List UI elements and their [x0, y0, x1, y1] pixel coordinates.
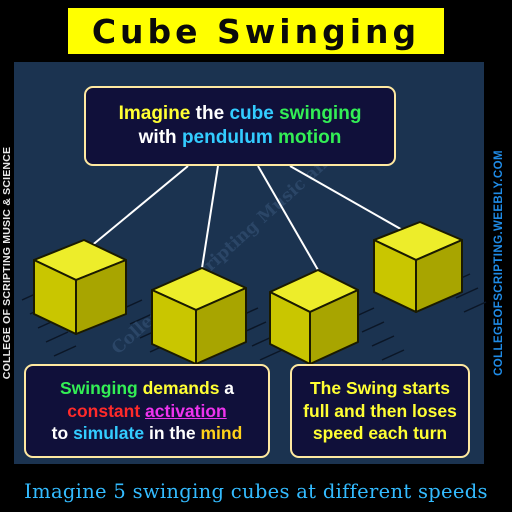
word-motion: motion — [278, 127, 342, 148]
word-the: the — [195, 102, 225, 124]
word-in-the: in the — [148, 423, 196, 444]
string-3 — [257, 165, 319, 271]
word-cube: cube — [229, 102, 274, 124]
title-banner: Cube Swinging — [68, 8, 444, 54]
word-swinging-2: Swinging — [59, 378, 138, 399]
word-swinging: swinging — [279, 102, 362, 124]
string-4 — [289, 165, 421, 241]
callout-speed-text: The Swing starts full and then loses spe… — [303, 377, 457, 444]
string-2 — [201, 165, 219, 269]
callout-speed: The Swing starts full and then loses spe… — [290, 364, 470, 458]
word-a: a — [224, 378, 235, 399]
speed-line-1: The Swing starts — [309, 378, 450, 399]
speed-line-2: full and then loses — [303, 400, 457, 421]
word-to: to — [51, 423, 69, 444]
word-with: with — [138, 127, 177, 148]
word-mind: mind — [200, 423, 243, 444]
word-demands: demands — [142, 378, 220, 399]
speed-line-3: speed each turn — [312, 423, 448, 444]
cube-3-side — [309, 289, 359, 365]
footer-text: Imagine 5 swinging cubes at different sp… — [24, 479, 488, 503]
cube-2 — [151, 267, 247, 365]
callout-pendulum-text: Imagine the cube swinging with pendulum … — [119, 102, 362, 151]
word-pendulum: pendulum — [181, 127, 273, 148]
word-imagine: Imagine — [118, 102, 191, 124]
cube-4-side — [415, 239, 463, 313]
cube-4 — [373, 221, 463, 313]
callout-pendulum: Imagine the cube swinging with pendulum … — [84, 86, 396, 166]
cube-3 — [269, 269, 359, 365]
callout-activation-text: Swinging demands a constant activation t… — [52, 377, 243, 444]
word-simulate: simulate — [73, 423, 145, 444]
string-1 — [83, 165, 189, 253]
cube-1-side — [75, 259, 127, 335]
word-constant: constant — [67, 400, 141, 421]
word-activation: activation — [145, 400, 227, 421]
pendulum-strings — [83, 165, 421, 271]
cube-2-side — [195, 287, 247, 365]
footer-caption: Imagine 5 swinging cubes at different sp… — [0, 470, 512, 512]
callout-activation: Swinging demands a constant activation t… — [24, 364, 270, 458]
page-title: Cube Swinging — [91, 11, 421, 51]
cube-1 — [33, 239, 127, 335]
